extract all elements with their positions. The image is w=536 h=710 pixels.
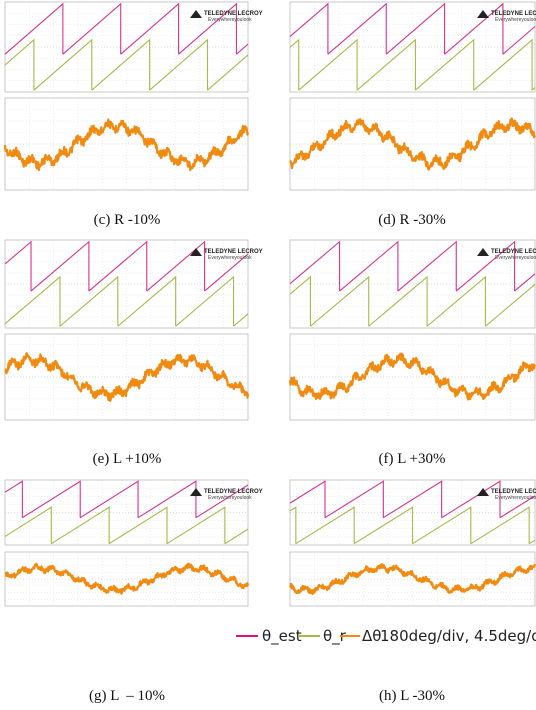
logo-tagline: Everywhereyoulook (495, 255, 536, 261)
logo-tagline: Everywhereyoulook (495, 495, 536, 501)
logo-tagline: Everywhereyoulook (208, 255, 252, 261)
legend-label: Δθ (362, 627, 381, 645)
caption: (h) L -30% (379, 688, 445, 704)
logo-tagline: Everywhereyoulook (208, 17, 252, 23)
caption: (g) L – 10% (89, 688, 165, 704)
legend-label: θ_est (262, 627, 302, 646)
logo-tagline: Everywhereyoulook (495, 17, 536, 23)
caption: (d) R -30% (378, 212, 446, 228)
caption: (e) L +10% (93, 451, 162, 467)
figure: θ_est θ_r Δθ 180deg/div, 4.5deg/div 20ms… (0, 0, 536, 710)
caption: (f) L +30% (378, 451, 445, 467)
legend-scale: 180deg/div, 4.5deg/div 20ms/div (380, 627, 536, 645)
caption: (c) R -10% (94, 212, 161, 228)
logo-tagline: Everywhereyoulook (208, 495, 252, 501)
